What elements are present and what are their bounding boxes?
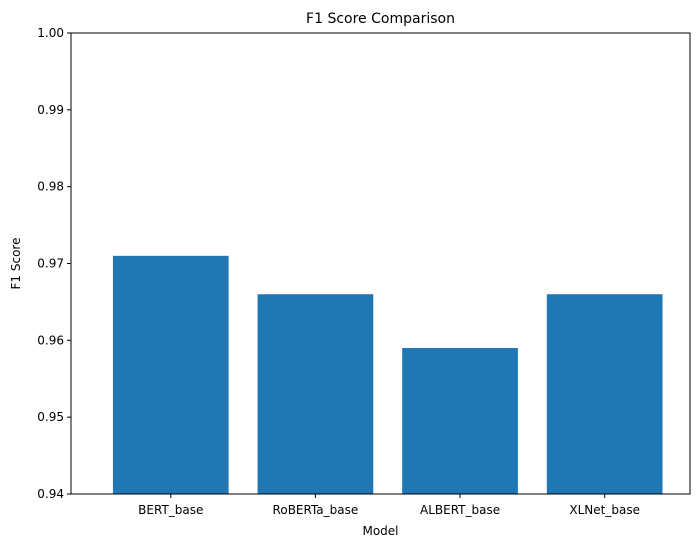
bar-xlnet-base <box>546 294 663 494</box>
y-tick-label: 0.96 <box>37 333 64 347</box>
y-tick-label: 0.98 <box>37 180 64 194</box>
y-tick-label: 1.00 <box>37 26 64 40</box>
y-tick-label: 0.97 <box>37 257 64 271</box>
bar-roberta-base <box>257 294 374 494</box>
y-tick-label: 0.99 <box>37 103 64 117</box>
plot-frame <box>70 32 691 495</box>
y-axis: 0.94 0.95 0.96 0.97 0.98 0.99 1.00 <box>37 26 71 501</box>
chart-title: F1 Score Comparison <box>306 11 455 27</box>
x-axis-label: Model <box>362 524 398 538</box>
y-tick-label: 0.95 <box>37 410 64 424</box>
y-axis-label: F1 Score <box>9 238 23 290</box>
x-tick-label: XLNet_base <box>569 503 640 517</box>
x-axis: BERT_base RoBERTa_base ALBERT_base XLNet_ba… <box>138 494 640 517</box>
bar-bert-base <box>112 255 229 494</box>
bars-layer <box>112 255 663 494</box>
y-tick-label: 0.94 <box>37 487 64 501</box>
x-tick-label: RoBERTa_base <box>273 503 359 517</box>
x-tick-label: BERT_base <box>138 503 203 517</box>
x-tick-label: ALBERT_base <box>420 503 500 517</box>
bar-albert-base <box>402 348 518 494</box>
